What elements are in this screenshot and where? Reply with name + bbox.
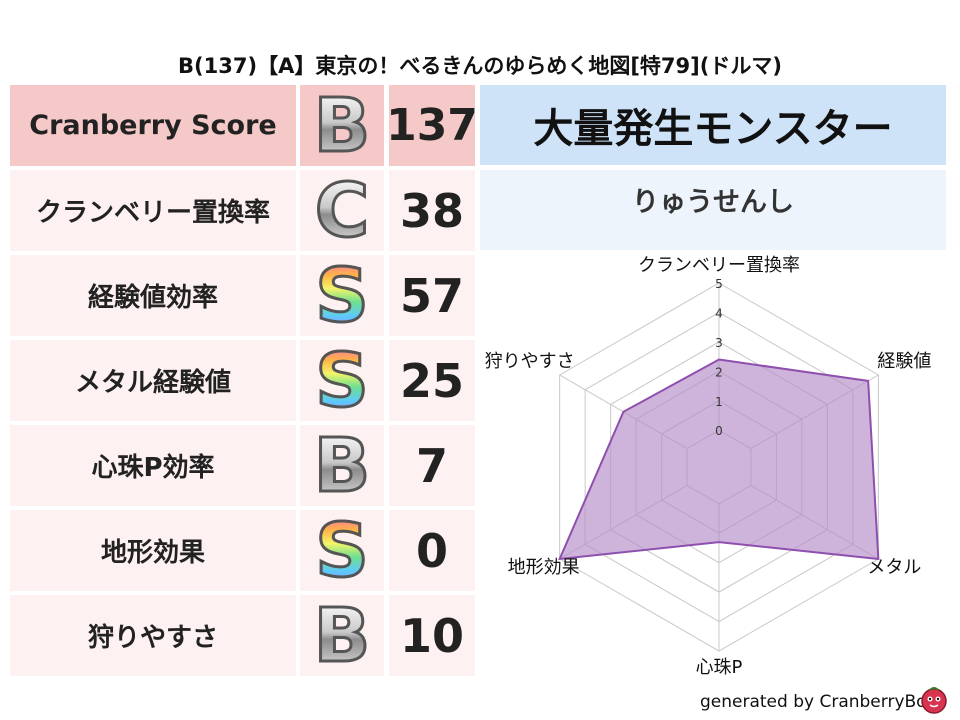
hunt-ease-value: 10 — [389, 595, 475, 676]
grade-letter: B — [312, 592, 371, 679]
replacement-rate-value: 38 — [389, 170, 475, 251]
monster-name: りゅうせんし — [480, 170, 946, 250]
footer-credit: generated by CranberryBot — [700, 692, 934, 712]
cranberry-mascot-icon — [921, 687, 947, 714]
metal-exp-label: メタル経験値 — [10, 340, 296, 421]
radar-tick-label: 5 — [715, 277, 723, 291]
heart-p-efficiency-grade-badge: B — [300, 425, 384, 506]
radar-data-area — [558, 358, 880, 561]
grade-letter: S — [314, 252, 370, 339]
replacement-rate-label: クランベリー置換率 — [10, 170, 296, 251]
exp-efficiency-value: 57 — [389, 255, 475, 336]
hunt-ease-label: 狩りやすさ — [10, 595, 296, 676]
radar-tick-label: 4 — [715, 306, 723, 320]
replacement-rate-grade-badge: C — [300, 170, 384, 251]
radar-axis-label: 心珠P — [696, 657, 743, 678]
grade-letter: C — [313, 167, 370, 254]
score-grade-badge: B — [300, 85, 384, 166]
exp-efficiency-grade-badge: S — [300, 255, 384, 336]
terrain-effect-label: 地形効果 — [10, 510, 296, 591]
grade-letter: S — [314, 507, 370, 594]
terrain-effect-grade-badge: S — [300, 510, 384, 591]
metal-exp-grade-badge: S — [300, 340, 384, 421]
radar-axis-label: 経験値 — [877, 351, 931, 372]
grade-letter: S — [314, 337, 370, 424]
heart-p-efficiency-value: 7 — [389, 425, 475, 506]
radar-axis-label: 地形効果 — [508, 557, 580, 578]
mass-spawn-heading: 大量発生モンスター — [480, 85, 946, 165]
exp-efficiency-label: 経験値効率 — [10, 255, 296, 336]
hunt-ease-grade-badge: B — [300, 595, 384, 676]
score-value: 137 — [386, 85, 478, 166]
metal-exp-value: 25 — [389, 340, 475, 421]
grade-letter: B — [312, 422, 371, 509]
radar-tick-label: 3 — [715, 336, 723, 350]
radar-axis-label: クランベリー置換率 — [638, 255, 800, 276]
radar-axis-label: メタル — [867, 557, 921, 578]
score-label: Cranberry Score — [10, 85, 296, 166]
radar-tick-label: 1 — [715, 395, 723, 409]
terrain-effect-value: 0 — [389, 510, 475, 591]
heart-p-efficiency-label: 心珠P効率 — [10, 425, 296, 506]
radar-tick-label: 2 — [715, 365, 723, 379]
page-title: B(137)【A】東京の！べるきんのゆらめく地図[特79](ドルマ) — [178, 54, 782, 78]
radar-tick-label: 0 — [715, 424, 723, 438]
radar-axis-label: 狩りやすさ — [485, 351, 575, 372]
grade-letter: B — [312, 82, 371, 169]
